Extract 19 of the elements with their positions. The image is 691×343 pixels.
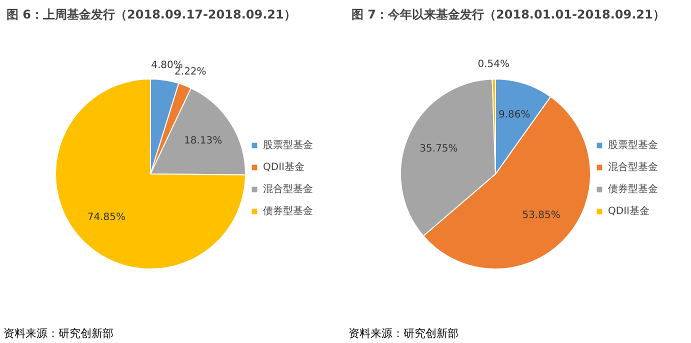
chart-title: 图 6：上周基金发行（2018.09.17-2018.09.21）	[6, 8, 296, 22]
data-label: 35.75%	[420, 144, 458, 155]
legend-label: 混合型基金	[608, 160, 658, 174]
legend-label: QDII基金	[263, 160, 304, 174]
legend-label: 股票型基金	[608, 138, 658, 152]
text: 资料来源：研究创新部	[348, 327, 458, 340]
text: 资料来源：研究创新部	[4, 327, 114, 340]
legend-label: 股票型基金	[263, 138, 313, 152]
data-label: 18.13%	[184, 136, 222, 147]
data-label: 53.85%	[522, 210, 560, 222]
chart-title: 图 7：今年以来基金发行（2018.01.01-2018.09.21）	[352, 8, 665, 22]
data-label: 2.22%	[174, 66, 206, 78]
legend-label: 混合型基金	[263, 182, 313, 196]
data-label: 74.85%	[87, 212, 126, 224]
legend-label: 债券型基金	[263, 204, 313, 218]
data-label: 9.86%	[498, 110, 530, 121]
legend-label: 债券型基金	[608, 182, 658, 196]
data-label: 0.54%	[478, 58, 510, 70]
legend-label: QDII基金	[608, 204, 650, 218]
